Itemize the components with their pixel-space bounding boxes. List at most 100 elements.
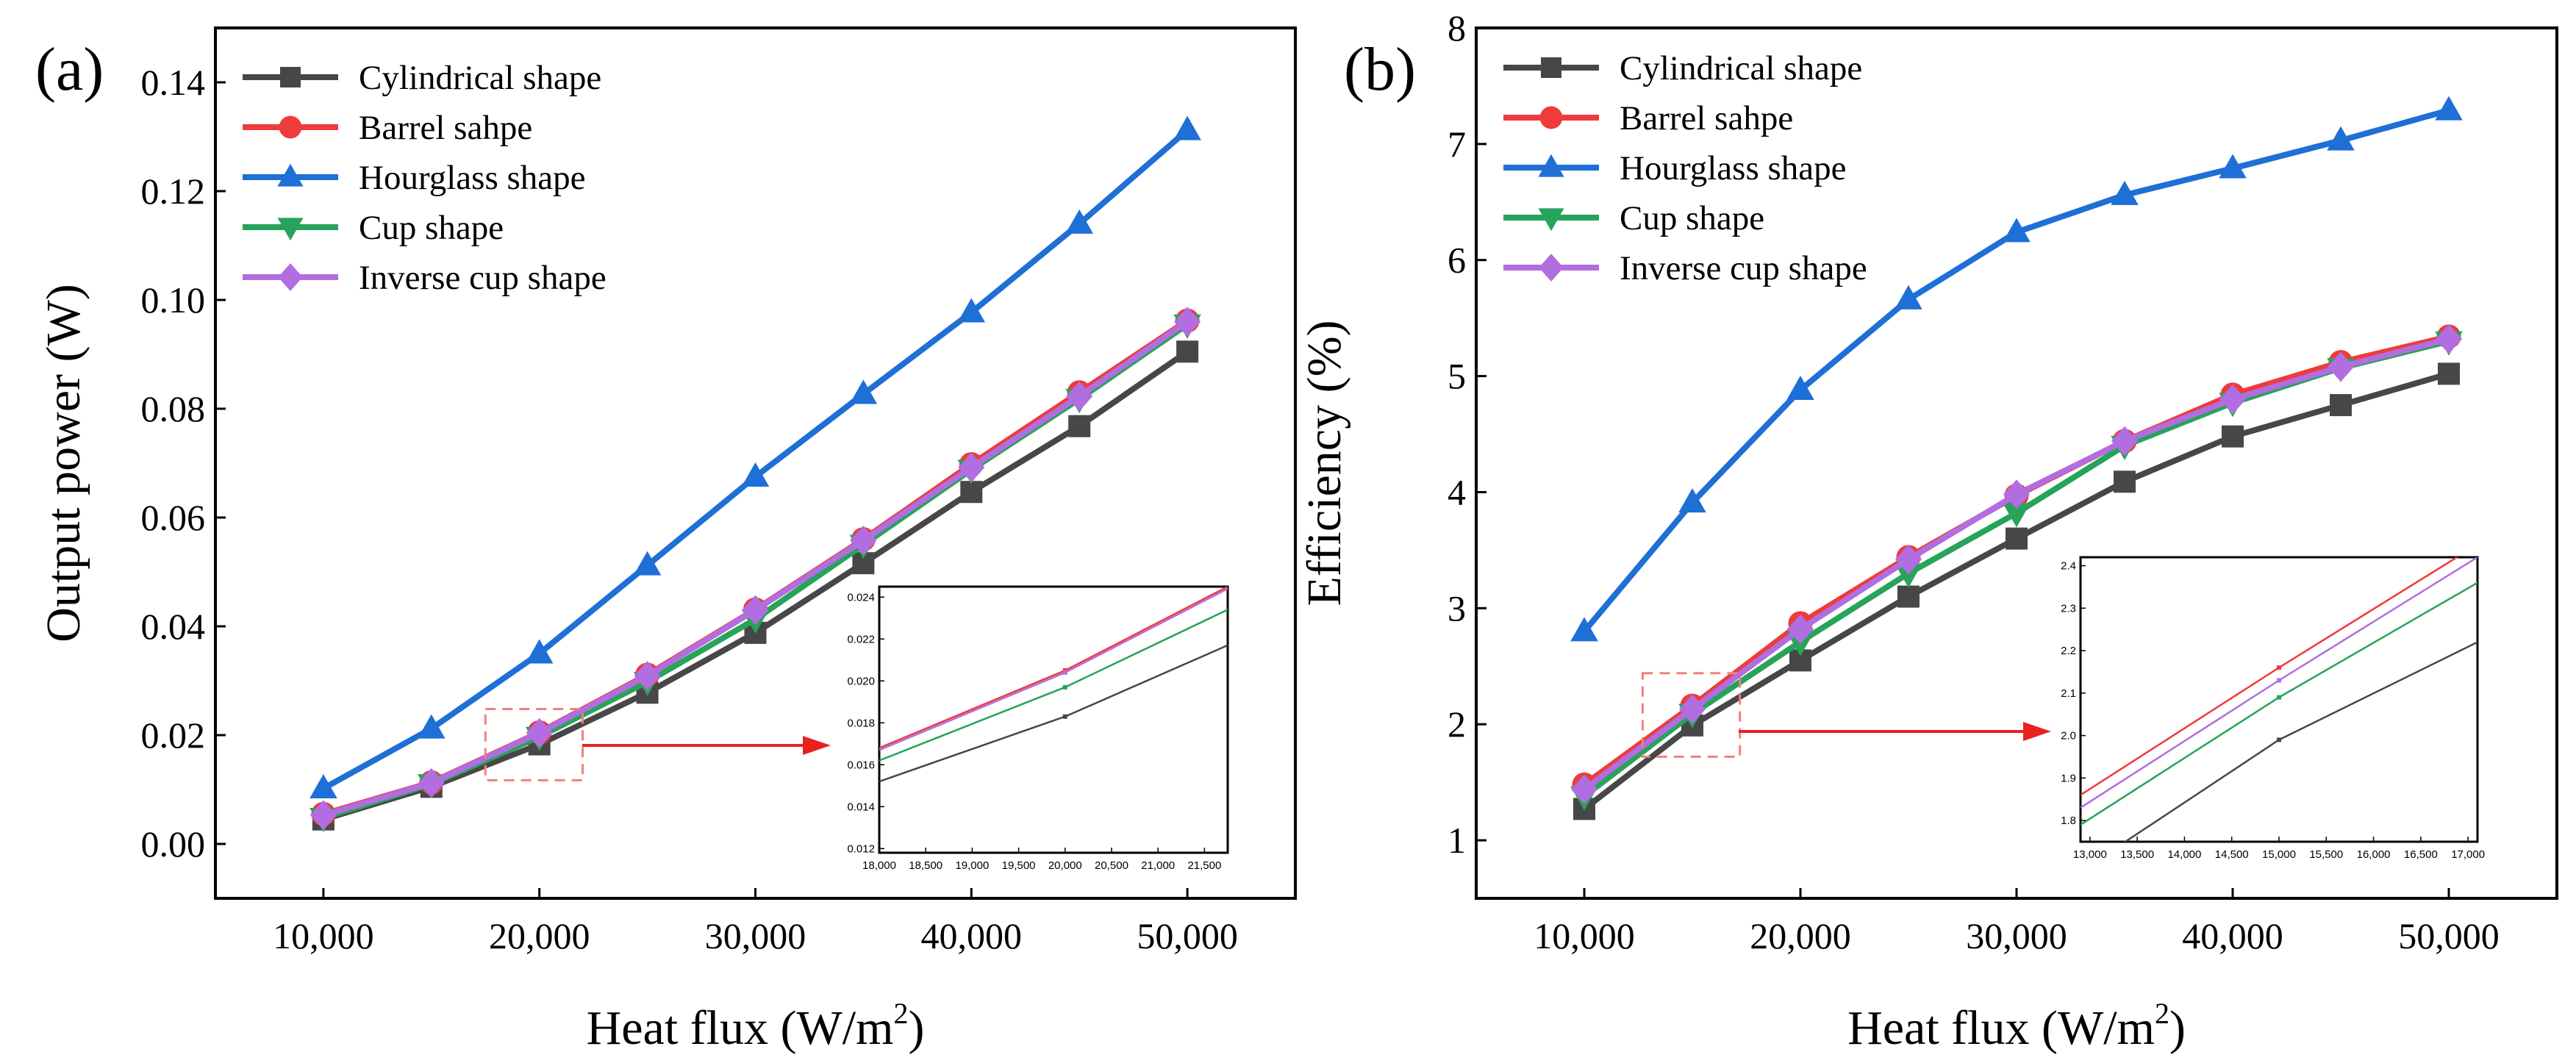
inset-y-tick-label: 2.2 <box>2061 645 2076 657</box>
inset-x-tick-label: 21,500 <box>1187 859 1221 872</box>
y-tick-label: 0.10 <box>141 279 206 321</box>
series-inverse-cup-shape <box>310 307 1201 831</box>
inset-x-tick-label: 14,000 <box>2167 848 2201 861</box>
data-point <box>1786 631 1814 656</box>
legend-marker <box>278 263 303 291</box>
inset-y-tick-label: 0.016 <box>847 759 875 771</box>
data-point <box>742 595 769 626</box>
y-tick-label: 3 <box>1448 587 1466 629</box>
data-point <box>849 379 878 404</box>
legend: Cylindrical shape Barrel sahpe Hourglass s… <box>243 59 607 297</box>
data-point <box>2114 470 2136 493</box>
inset-y-tick-label: 2.1 <box>2061 687 2076 700</box>
inset-x-tick-label: 19,000 <box>955 859 989 872</box>
inset-point <box>2277 695 2281 700</box>
legend-label: Cup shape <box>1620 199 1764 237</box>
data-point <box>2438 362 2460 385</box>
panel-label: (b) <box>1344 35 1416 104</box>
y-tick-label: 0.04 <box>141 606 206 647</box>
data-point <box>418 714 446 739</box>
data-point <box>2330 394 2352 417</box>
zoom-arrow-head <box>2023 722 2051 741</box>
inset-lines <box>879 587 1228 783</box>
x-tick-label: 40,000 <box>2182 915 2283 956</box>
y-tick-label: 8 <box>1448 7 1466 49</box>
y-tick-label: 0.06 <box>141 497 206 538</box>
legend-marker <box>277 218 304 241</box>
data-point <box>1176 340 1199 363</box>
data-point <box>958 452 985 483</box>
inset-y-tick-label: 1.8 <box>2061 815 2076 827</box>
inset-point <box>2277 678 2281 683</box>
panel-label: (a) <box>35 35 104 104</box>
y-tick-label: 0.02 <box>141 715 206 756</box>
y-tick-label: 1 <box>1448 820 1466 861</box>
inset-y-tick-label: 0.018 <box>847 717 875 729</box>
legend-marker <box>280 67 301 87</box>
data-point <box>2219 384 2246 415</box>
data-point <box>1173 115 1201 140</box>
inset-x-tick-label: 21,000 <box>1141 859 1175 872</box>
inset-x-tick-label: 13,500 <box>2120 848 2154 861</box>
plot-frame <box>214 26 1297 900</box>
series-inverse-cup-shape <box>1571 323 2462 804</box>
inset-point <box>1062 714 1067 719</box>
panel-b: (b) 1 2 3 4 5 6 7 8 10,000 20,000 30,000 40,000 50,00… <box>1298 7 2558 1055</box>
x-tick-label: 40,000 <box>921 915 1023 956</box>
data-point <box>2006 527 2028 550</box>
y-tick-label: 0.14 <box>141 62 206 103</box>
legend-label: Cylindrical shape <box>359 59 601 97</box>
data-point <box>310 800 337 831</box>
legend-label: Cup shape <box>359 209 504 247</box>
y-tick-label: 0.00 <box>141 823 206 865</box>
legend-label: Barrel sahpe <box>359 109 532 147</box>
data-point <box>1065 209 1093 234</box>
panel-a: (a) 0.00 0.02 0.04 0.06 0.08 0.10 0.12 0.14 10,00… <box>35 26 1297 1055</box>
legend-marker <box>1541 57 1561 78</box>
data-point <box>2003 479 2030 509</box>
y-tick-label: 4 <box>1448 471 1466 512</box>
inset-point <box>2277 665 2281 670</box>
data-point <box>2003 218 2031 243</box>
data-point <box>2435 96 2463 121</box>
x-tick-label: 30,000 <box>705 915 806 956</box>
y-axis-title: Output power (W) <box>37 284 90 643</box>
legend-label: Hourglass shape <box>359 159 586 197</box>
y-tick-label: 5 <box>1448 356 1466 397</box>
inset-x-tick-label: 18,500 <box>909 859 942 872</box>
series-hourglass-shape <box>1570 96 2463 642</box>
data-point <box>2327 126 2355 151</box>
data-point <box>1678 488 1706 513</box>
inset-x-tick-label: 16,500 <box>2404 848 2438 861</box>
data-point <box>1897 585 1920 608</box>
inset-x-tick-label: 14,500 <box>2215 848 2249 861</box>
inset-point <box>2277 737 2281 742</box>
x-axis-title: Heat flux (W/m2) <box>587 997 925 1055</box>
x-tick-label: 10,000 <box>273 915 374 956</box>
inset-y-tick-label: 0.020 <box>847 675 875 687</box>
legend-label: Cylindrical shape <box>1620 49 1862 87</box>
y-tick-label: 2 <box>1448 704 1466 745</box>
inset-x-tick-label: 19,500 <box>1002 859 1036 872</box>
legend-marker <box>277 163 304 187</box>
data-point <box>1679 694 1706 724</box>
inset-x-tick-label: 20,500 <box>1095 859 1128 872</box>
x-tick-label: 10,000 <box>1534 915 1635 956</box>
y-tick-label: 7 <box>1448 124 1466 165</box>
inset-plot: 18,000 18,500 19,000 19,500 20,000 20,500 21,0… <box>847 585 1229 872</box>
inset-x-tick-label: 18,000 <box>862 859 896 872</box>
data-point <box>957 298 986 323</box>
inset-plot: 13,000 13,500 14,000 14,500 15,000 15,500 16,0… <box>2061 556 2485 861</box>
data-point <box>525 639 554 664</box>
legend-label: Inverse cup shape <box>359 259 607 297</box>
inset-y-tick-label: 2.3 <box>2061 602 2076 615</box>
plot-frame <box>1475 26 2558 900</box>
zoom-arrow-head <box>803 736 831 755</box>
inset-point <box>1062 670 1067 675</box>
legend-label: Barrel sahpe <box>1620 99 1793 137</box>
inset-y-tick-label: 1.9 <box>2061 772 2076 784</box>
inset-y-tick-label: 0.024 <box>847 591 875 604</box>
data-point <box>634 661 661 691</box>
data-point <box>1570 617 1598 642</box>
y-tick-label: 0.12 <box>141 171 206 212</box>
